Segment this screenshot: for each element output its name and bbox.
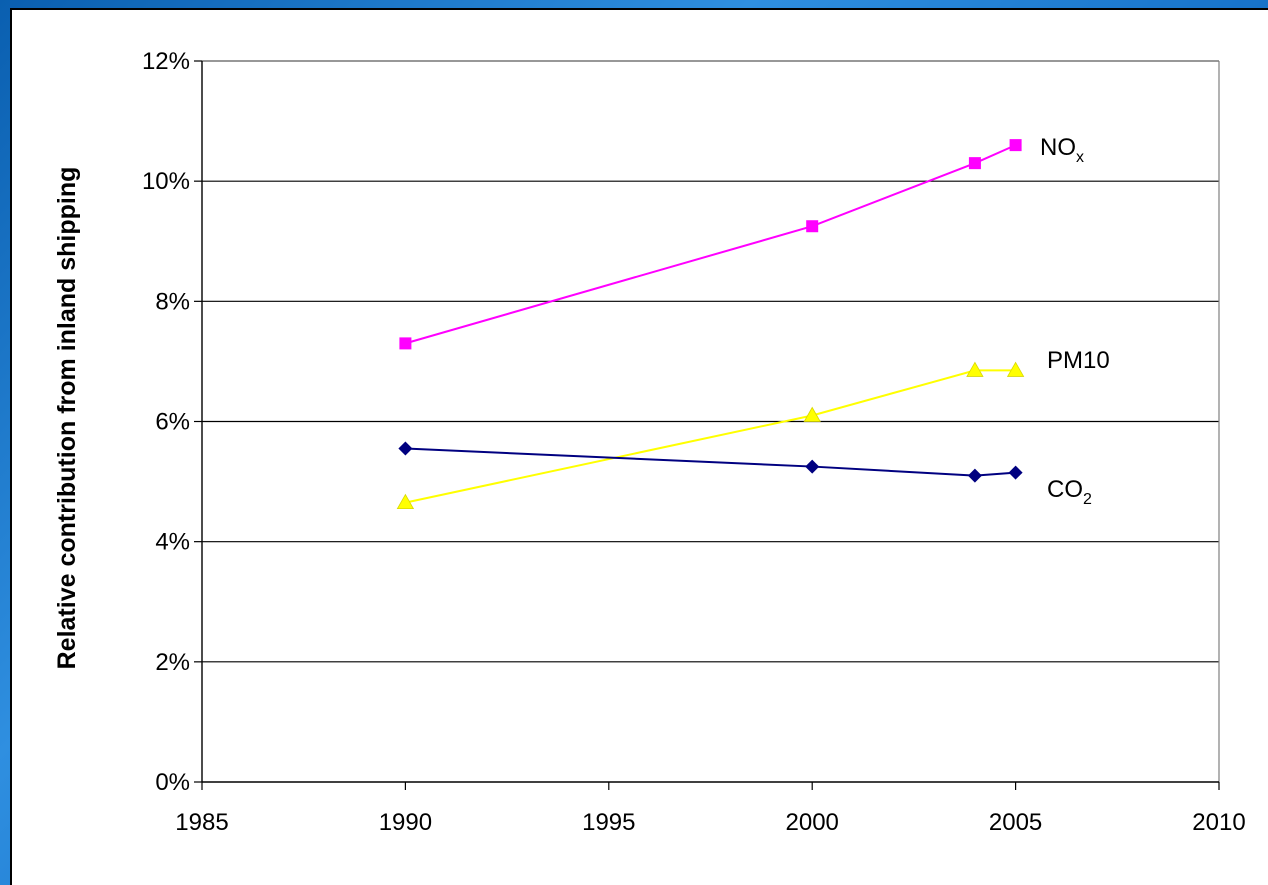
data-point-co2 [805, 459, 820, 474]
data-point-pm10 [1006, 361, 1025, 377]
y-axis-label: Relative contribution from inland shippi… [53, 167, 81, 670]
chart-frame [10, 8, 1268, 885]
x-tick-labels: 1985 1990 1995 2000 2005 2010 [175, 809, 1245, 836]
y-tick-label: 8% [155, 288, 190, 315]
series-labels: NOx PM10 CO2 [1040, 134, 1110, 508]
x-tick-label: 2010 [1192, 809, 1245, 836]
series-label-nox: NOx [1040, 134, 1084, 166]
y-tick-label: 0% [155, 769, 190, 796]
y-tick-label: 6% [155, 409, 190, 436]
y-tick-label: 4% [155, 529, 190, 556]
series-group [396, 139, 1025, 510]
series-line-nox [405, 144, 1017, 345]
x-tick-label: 2005 [989, 809, 1042, 836]
series-line-co2 [405, 447, 1016, 477]
series-label-co2: CO2 [1047, 476, 1092, 508]
data-point-pm10 [396, 493, 415, 510]
data-point-nox [806, 220, 819, 233]
series-label-main: NO [1040, 134, 1076, 161]
series-label-subscript: 2 [1083, 491, 1092, 508]
data-point-co2 [1008, 465, 1023, 480]
series-label-main: CO [1047, 476, 1083, 503]
data-point-pm10 [803, 406, 821, 422]
x-tick-label: 1985 [175, 809, 228, 836]
series-label-main: PM10 [1047, 347, 1110, 374]
series-label-pm10: PM10 [1047, 347, 1110, 374]
data-point-pm10 [966, 361, 984, 377]
x-tick-label: 1990 [379, 809, 432, 836]
data-point-nox [1009, 139, 1022, 152]
y-tick-labels: 0% 2% 4% 6% 8% 10% 12% [142, 48, 190, 796]
data-point-co2 [967, 468, 982, 483]
x-tick-label: 2000 [786, 809, 839, 836]
x-tick-label: 1995 [582, 809, 635, 836]
y-tick-label: 10% [142, 168, 190, 195]
y-tick-label: 12% [142, 48, 190, 75]
data-point-nox [968, 157, 981, 170]
data-point-nox [399, 337, 412, 350]
data-point-co2 [398, 441, 413, 456]
series-line-pm10 [405, 369, 1016, 504]
series-label-subscript: x [1076, 149, 1084, 166]
axes [194, 60, 1220, 790]
y-tick-label: 2% [155, 649, 190, 676]
